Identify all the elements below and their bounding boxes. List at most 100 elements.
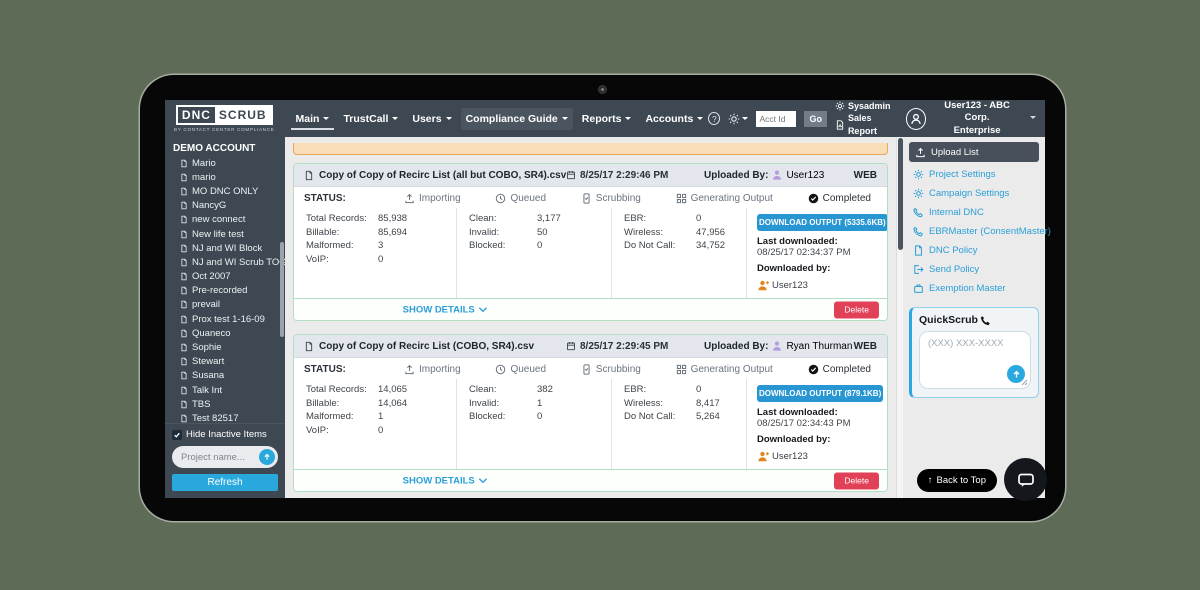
project-list-item[interactable]: Susana [165, 369, 285, 383]
project-name: Talk Int [192, 384, 223, 396]
tools-menu-item[interactable]: Send Policy [909, 260, 1039, 279]
upload-card: Copy of Copy of Recirc List (COBO, SR4).… [293, 334, 888, 492]
hide-inactive-toggle[interactable]: Hide Inactive Items [172, 429, 278, 440]
stat-label: Malformed: [306, 411, 354, 422]
tools-menu-item-label: Campaign Settings [929, 188, 1010, 199]
project-list-item[interactable]: Oct 2007 [165, 270, 285, 284]
delete-button[interactable]: Delete [834, 472, 879, 489]
status-step-label: Generating Output [690, 364, 773, 375]
file-icon [180, 315, 188, 324]
project-list-item[interactable]: Prox test 1-16-09 [165, 312, 285, 326]
project-list-item[interactable]: TBS [165, 397, 285, 411]
chat-widget-button[interactable] [1004, 458, 1047, 501]
refresh-button[interactable]: Refresh [172, 474, 278, 491]
sales-report-link[interactable]: Sales Report [835, 112, 898, 136]
main-scrollbar-thumb[interactable] [898, 138, 903, 250]
file-icon [180, 230, 188, 239]
report-file-icon [835, 119, 845, 130]
stats-column: EBR: 0 Wireless: 47,956 Do Not Call: 34,752 [611, 208, 746, 298]
tools-menu-item[interactable]: EBRMaster (ConsentMaster) [909, 222, 1051, 241]
user-avatar[interactable] [905, 107, 927, 130]
chevron-down-icon [323, 117, 330, 123]
tools-menu-item[interactable]: Exemption Master [909, 279, 1039, 298]
project-list-item[interactable]: new connect [165, 213, 285, 227]
tools-menu-item[interactable]: Project Settings [909, 165, 1039, 184]
project-list-item[interactable]: NancyG [165, 199, 285, 213]
menu-item[interactable]: Users [407, 108, 456, 130]
stat-label: Billable: [306, 397, 340, 409]
project-list-item[interactable]: Test 82517 [165, 411, 285, 423]
acct-id-input[interactable] [756, 110, 797, 127]
briefcase-icon [913, 283, 924, 294]
project-list-item[interactable]: Quaneco [165, 326, 285, 340]
menu-item[interactable]: Reports [577, 108, 637, 130]
help-icon[interactable]: ? [708, 112, 721, 125]
back-to-top-button[interactable]: ↑ Back to Top [916, 469, 997, 492]
sun-icon [728, 113, 740, 125]
doc-icon [913, 245, 924, 256]
menu-item[interactable]: Accounts [640, 108, 708, 130]
menu-item-label: Users [412, 112, 442, 125]
tools-menu-item-label: Upload List [931, 146, 979, 158]
downloader-name: User123 [772, 451, 808, 462]
tools-menu-item[interactable]: DNC Policy [909, 241, 1039, 260]
project-name-input[interactable]: Project name... [172, 446, 278, 468]
send-icon [913, 264, 924, 275]
tools-menu-item[interactable]: Upload List [909, 142, 1039, 162]
quickscrub-phone-input[interactable]: (XXX) XXX-XXXX [919, 331, 1031, 389]
up-arrow-icon: ↑ [927, 475, 933, 486]
project-list-item[interactable]: MO DNC ONLY [165, 184, 285, 198]
project-list-item[interactable]: Pre-recorded [165, 284, 285, 298]
quickscrub-title: QuickScrub [919, 314, 978, 326]
stat-row: VoIP: 0 [306, 424, 456, 438]
project-list-item[interactable]: New life test [165, 227, 285, 241]
project-list-item[interactable]: Stewart [165, 355, 285, 369]
menu-item[interactable]: Compliance Guide [460, 107, 573, 130]
status-step-label: Scrubbing [595, 193, 641, 204]
download-output-button[interactable]: DOWNLOAD OUTPUT (879.1KB) [757, 385, 884, 402]
project-name: Oct 2007 [192, 271, 231, 283]
checkbox-checked-icon[interactable] [172, 429, 182, 440]
show-details-link[interactable]: SHOW DETAILS [403, 304, 488, 315]
dnc-scrub-logo[interactable]: DNC SCRUB BY CONTACT CENTER COMPLIANCE [174, 105, 275, 132]
phone-icon [980, 315, 991, 326]
project-list-item[interactable]: Talk Int [165, 383, 285, 397]
grid-icon [676, 193, 687, 204]
go-button[interactable]: Go [804, 110, 827, 127]
project-list-item[interactable]: NJ and WI Block [165, 241, 285, 255]
project-list-item[interactable]: prevail [165, 298, 285, 312]
stat-row: Invalid: 1 [469, 397, 611, 411]
chevron-down-icon [561, 117, 568, 123]
stat-label: Invalid: [469, 397, 500, 409]
show-details-link[interactable]: SHOW DETAILS [403, 475, 488, 486]
download-output-button[interactable]: DOWNLOAD OUTPUT (5335.6KB) [757, 214, 887, 231]
status-label: STATUS: [304, 364, 346, 375]
project-list-item[interactable]: NJ and WI Scrub TOG [165, 255, 285, 269]
project-submit-button[interactable] [259, 449, 275, 465]
project-list-item[interactable]: mario [165, 170, 285, 184]
quickscrub-submit-button[interactable] [1007, 365, 1025, 383]
main-scrollbar[interactable] [896, 137, 903, 498]
status-list: Importing Queued [404, 364, 877, 375]
delete-button[interactable]: Delete [834, 301, 879, 318]
user-account-menu[interactable]: User123 - ABC Corp. Enterprise [934, 100, 1020, 137]
resize-handle-icon[interactable] [1021, 379, 1028, 386]
menu-item-label: Compliance Guide [465, 112, 558, 125]
sidebar-scrollbar-thumb[interactable] [280, 242, 284, 337]
file-icon [180, 173, 188, 182]
stat-value: 0 [378, 424, 384, 436]
project-list-item[interactable]: Sophie [165, 340, 285, 354]
menu-item[interactable]: TrustCall [338, 108, 403, 130]
theme-toggle[interactable] [728, 113, 749, 125]
sysadmin-link[interactable]: Sysadmin [835, 100, 898, 112]
tools-menu-item-label: Exemption Master [929, 283, 1006, 294]
chevron-down-icon [445, 117, 452, 123]
tools-menu-item[interactable]: Internal DNC [909, 203, 1039, 222]
tools-menu-item[interactable]: Campaign Settings [909, 184, 1039, 203]
file-icon [180, 159, 188, 168]
camera-dot [598, 85, 607, 94]
menu-item[interactable]: Main [290, 108, 335, 130]
project-list-item[interactable]: Mario [165, 156, 285, 170]
file-icon [180, 386, 188, 395]
stat-label: Invalid: [469, 226, 500, 238]
